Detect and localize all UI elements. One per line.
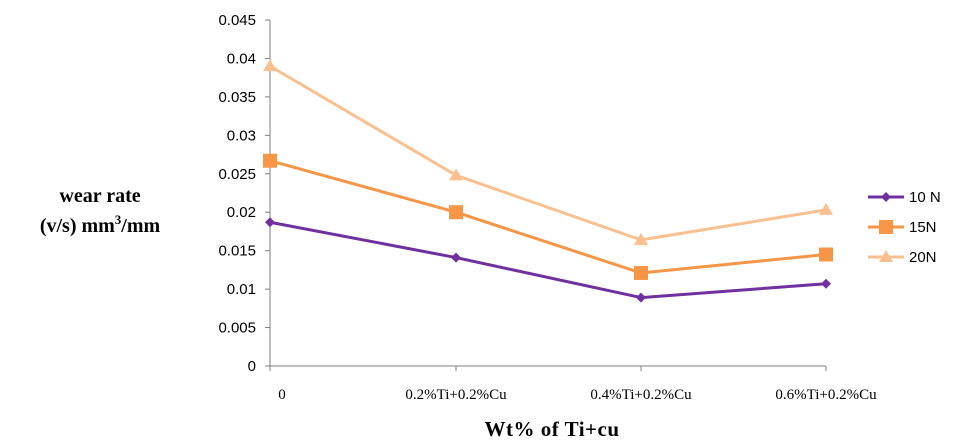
x-tick-label: 0.6%Ti+0.2%Cu <box>775 387 877 403</box>
legend-label: 20N <box>909 249 937 266</box>
y-tick-label: 0.025 <box>218 166 256 183</box>
legend-label: 15N <box>909 219 937 236</box>
y-tick-label: 0.03 <box>227 127 256 144</box>
x-tick-label: 0.2%Ti+0.2%Cu <box>405 387 507 403</box>
x-tick-label: 0.4%Ti+0.2%Cu <box>590 387 692 403</box>
x-axis-label: Wt% of Ti+cu <box>484 417 619 441</box>
y-tick-label: 0.045 <box>218 12 256 29</box>
data-point-diamond <box>451 252 461 263</box>
y-tick-label: 0.035 <box>218 89 256 106</box>
data-point-square <box>634 265 648 280</box>
legend-marker-square <box>879 220 893 234</box>
x-tick-labels: 0 0.2%Ti+0.2%Cu 0.4%Ti+0.2%Cu 0.6%Ti+0.2%Cu <box>278 387 877 403</box>
y-tick-label: 0.01 <box>227 281 256 298</box>
series-line-0 <box>269 220 827 300</box>
y-axis-label-line2: (v/s) mm3/mm <box>40 212 161 237</box>
legend: 10 N 15N 20N <box>868 189 941 266</box>
y-tick-label: 0.015 <box>218 243 256 260</box>
y-tick-label: 0.02 <box>227 204 256 221</box>
data-point-triangle <box>819 202 833 215</box>
y-tick-label: 0 <box>248 358 256 375</box>
data-point-square <box>449 205 463 220</box>
y-tick-label: 0.04 <box>227 50 256 67</box>
data-point-square <box>263 153 277 168</box>
series-line-1 <box>269 159 827 275</box>
data-point-diamond <box>821 278 831 289</box>
y-tick-labels: 0 0.005 0.01 0.015 0.02 0.025 0.03 0.035 0.04 0.0… <box>218 12 256 375</box>
data-point-square <box>819 247 833 262</box>
legend-label: 10 N <box>909 189 941 206</box>
x-tick-label: 0 <box>278 387 286 403</box>
data-point-diamond <box>636 292 646 303</box>
data-point-triangle <box>449 168 463 181</box>
y-tick-label: 0.005 <box>218 320 256 337</box>
data-point-triangle <box>634 232 648 245</box>
data-point-triangle <box>263 59 277 72</box>
y-axis-label-prefix: (v/s) mm <box>40 215 115 237</box>
y-axis-label-superscript: 3 <box>115 212 122 227</box>
data-point-diamond <box>265 217 275 228</box>
legend-marker-triangle <box>879 250 893 262</box>
legend-marker-diamond <box>881 192 891 202</box>
series-layer <box>263 59 833 303</box>
y-axis-label-suffix: /mm <box>120 215 160 237</box>
series-line-2 <box>269 64 827 242</box>
axes <box>265 19 827 371</box>
y-axis-label-line1: wear rate <box>59 185 140 207</box>
